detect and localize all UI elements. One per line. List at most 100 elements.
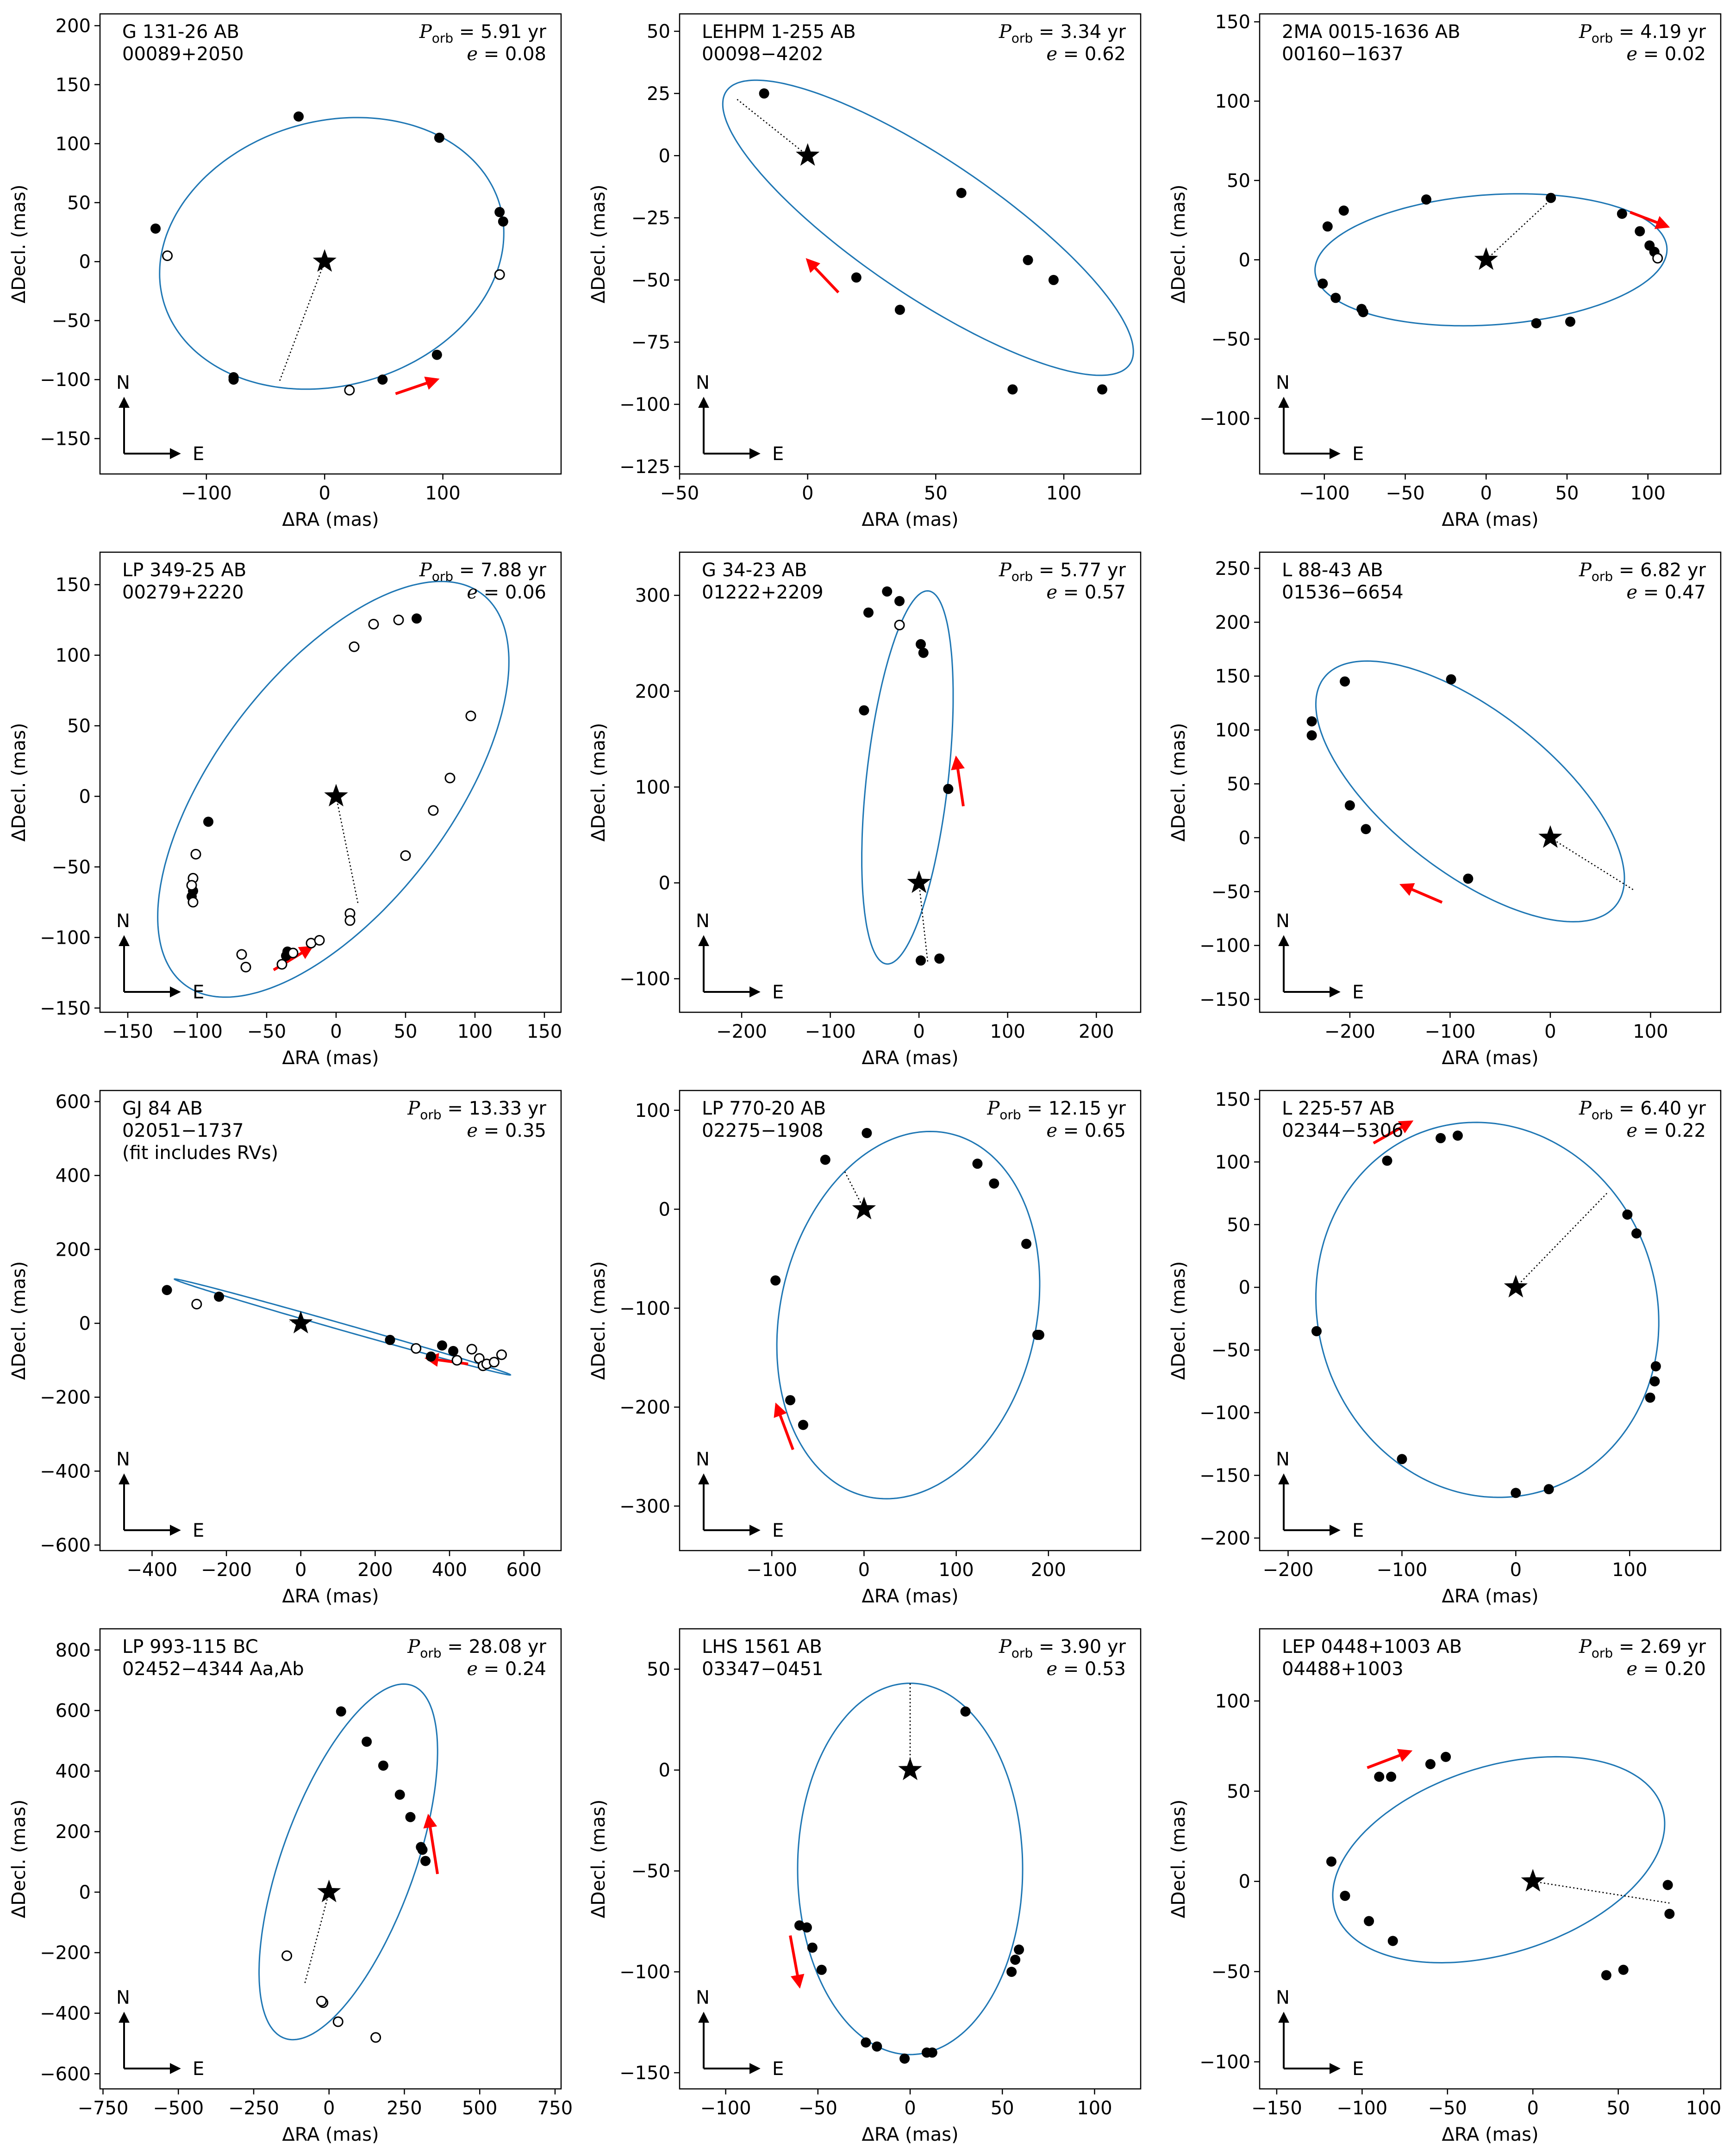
x-axis-label: ΔRA (mas)	[862, 1586, 958, 1607]
y-tick-label: 150	[1215, 1089, 1250, 1110]
system-designation: 00098−4202	[702, 44, 824, 65]
y-tick-label: 50	[1227, 1215, 1250, 1236]
data-point-filled	[1318, 278, 1328, 289]
orbit-panel: −200 −100 0 100 −150 −100 −50 0 50 100 150 200 250 ΔR…	[1168, 551, 1722, 1069]
data-point-filled	[1010, 1954, 1021, 1965]
data-point-filled	[162, 1285, 172, 1296]
data-point-filled	[448, 1346, 459, 1356]
primary-star-icon	[852, 1196, 876, 1220]
y-axis-label: ΔDecl. (mas)	[8, 1800, 30, 1919]
data-point-open	[1652, 253, 1663, 264]
y-tick-label: −600	[40, 2063, 91, 2085]
data-point-filled	[1463, 873, 1474, 884]
x-tick-label: −200	[1324, 1021, 1375, 1042]
y-tick-label: −400	[40, 1461, 91, 1482]
direction-arrow	[1399, 883, 1443, 904]
data-point-filled	[1664, 1908, 1675, 1919]
y-tick-label: 50	[67, 716, 91, 737]
periastron-line	[735, 98, 808, 156]
data-point-open	[488, 1357, 500, 1368]
y-tick-label: 100	[1215, 91, 1250, 112]
data-point-filled	[915, 955, 926, 966]
y-tick-label: 200	[56, 1239, 91, 1260]
data-point-open	[368, 619, 379, 630]
y-tick-label: 150	[1215, 12, 1250, 33]
x-axis-label: ΔRA (mas)	[1442, 2124, 1538, 2145]
direction-arrow	[423, 1813, 439, 1875]
direction-arrow	[774, 1402, 794, 1451]
data-point-filled	[1338, 206, 1349, 216]
plot-frame	[1259, 13, 1722, 475]
y-tick-label: 250	[1215, 558, 1250, 580]
y-tick-label: −150	[1199, 989, 1250, 1010]
y-tick-label: 400	[56, 1761, 91, 1782]
system-designation: 02344−5306	[1282, 1120, 1404, 1141]
orbit-ellipse	[722, 79, 1134, 376]
y-tick-label: 300	[635, 585, 670, 606]
y-tick-label: −25	[631, 208, 670, 229]
plot-area	[1314, 193, 1670, 329]
data-point-open	[465, 710, 476, 722]
data-point-open	[894, 619, 905, 630]
data-point-filled	[785, 1395, 796, 1406]
y-tick-label: −400	[40, 2003, 91, 2025]
x-tick-label: −100	[700, 2098, 751, 2119]
primary-star-icon	[898, 1757, 922, 1780]
plot-area	[162, 1278, 512, 1376]
data-point-filled	[1441, 1751, 1451, 1762]
east-label: E	[772, 1520, 784, 1541]
data-point-filled	[1511, 1488, 1521, 1498]
data-point-filled	[385, 1334, 395, 1345]
primary-star-icon	[324, 784, 348, 807]
primary-star-icon	[312, 249, 337, 272]
data-point-filled	[956, 187, 967, 198]
data-point-filled	[1546, 193, 1556, 203]
east-label: E	[772, 443, 784, 465]
data-point-filled	[943, 784, 954, 794]
x-tick-label: 100	[1630, 483, 1666, 504]
system-designation: 00160−1637	[1282, 44, 1404, 65]
orbit-panel: −100 −50 0 50 100 −100 −50 0 50 100 150 ΔRA (mas) ΔD…	[1168, 12, 1722, 530]
data-point-filled	[759, 88, 769, 99]
y-tick-label: −200	[619, 1397, 670, 1418]
x-tick-label: −100	[1336, 2098, 1387, 2119]
x-axis-label: ΔRA (mas)	[282, 1586, 379, 1607]
data-point-filled	[1344, 800, 1355, 811]
y-tick-label: 50	[1227, 773, 1250, 795]
data-point-filled	[1397, 1454, 1407, 1464]
data-point-filled	[798, 1420, 808, 1430]
x-tick-label: 0	[1480, 483, 1492, 504]
data-point-filled	[1048, 274, 1059, 285]
primary-star-icon	[289, 1311, 313, 1333]
x-tick-label: 50	[1555, 483, 1579, 504]
y-tick-label: −50	[1211, 1340, 1250, 1361]
data-point-filled	[1382, 1155, 1393, 1166]
data-point-open	[191, 1298, 202, 1309]
system-name: LEP 0448+1003 AB	[1282, 1636, 1462, 1658]
data-point-filled	[420, 1856, 431, 1866]
eccentricity-label: e = 0.24	[467, 1658, 546, 1680]
y-tick-label: −150	[40, 998, 91, 1019]
y-tick-label: 50	[1227, 1781, 1250, 1802]
system-name: L 88-43 AB	[1282, 560, 1383, 581]
data-point-filled	[150, 223, 161, 234]
data-point-filled	[425, 1351, 436, 1362]
x-tick-label: −50	[799, 2098, 837, 2119]
plot-frame	[679, 13, 1142, 475]
period-label: Porb = 13.33 yr	[407, 1098, 546, 1122]
north-label: N	[696, 1987, 710, 2008]
data-point-filled	[431, 349, 442, 360]
y-tick-label: 0	[79, 1313, 91, 1334]
y-axis-label: ΔDecl. (mas)	[1168, 185, 1189, 304]
plot-area	[789, 1682, 1024, 2064]
x-tick-label: 50	[924, 483, 948, 504]
data-point-filled	[1340, 676, 1350, 687]
y-tick-label: 100	[635, 777, 670, 798]
y-tick-label: 200	[635, 681, 670, 702]
data-point-filled	[1565, 316, 1575, 327]
orbit-ellipse	[797, 1682, 1024, 2056]
data-point-filled	[1306, 716, 1317, 727]
periastron-line	[918, 883, 929, 964]
data-point-open	[349, 641, 360, 652]
system-name: GJ 84 AB	[122, 1098, 203, 1119]
